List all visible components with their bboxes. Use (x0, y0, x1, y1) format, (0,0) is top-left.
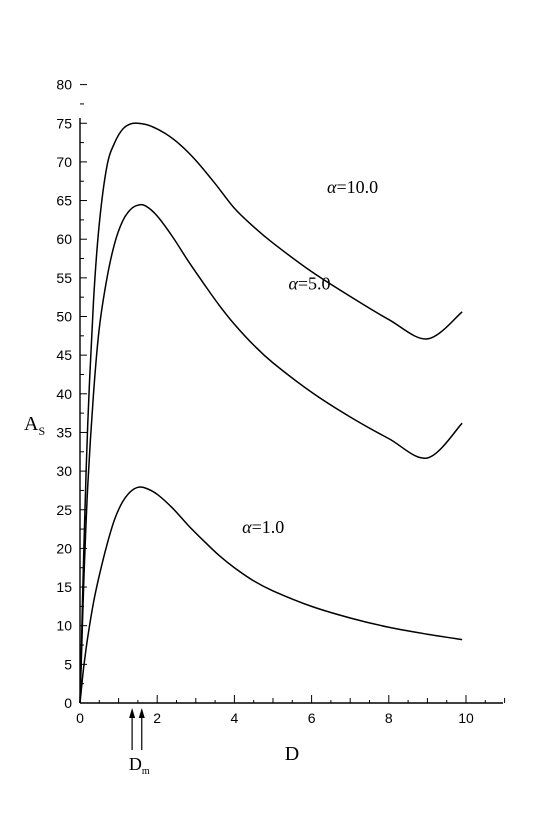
y-tick-label: 65 (56, 193, 72, 209)
x-tick-label: 0 (76, 710, 84, 726)
series-line-0 (79, 122, 463, 704)
y-tick-label: 0 (64, 695, 72, 711)
series-label-0: α=10.0 (327, 177, 378, 197)
x-tick-label: 6 (308, 710, 316, 726)
series-line-2 (79, 486, 463, 704)
y-tick-label: 5 (64, 656, 72, 672)
x-tick-label: 8 (385, 710, 393, 726)
y-tick-label: 35 (56, 424, 72, 440)
y-axis-label-sub: S (38, 424, 45, 438)
x-axis-label: D (285, 743, 299, 765)
y-tick-label: 50 (56, 309, 72, 325)
y-tick-label: 60 (56, 231, 72, 247)
y-tick-label: 75 (56, 115, 72, 131)
series-label-1: α=5.0 (288, 273, 330, 293)
labels-layer: α=10.0 α=5.0 α=1.0 (242, 177, 378, 537)
x-tick-label: 10 (458, 710, 474, 726)
y-tick-label: 80 (56, 77, 72, 93)
dm-arrow-head (129, 708, 136, 718)
y-tick-label: 25 (56, 502, 72, 518)
series-line-1 (79, 203, 463, 704)
axes (79, 118, 503, 704)
dm-arrow-head (138, 708, 145, 718)
series-label-2: α=1.0 (242, 517, 284, 537)
y-axis-label: AS (24, 413, 45, 438)
y-axis-label-main: A (24, 413, 39, 435)
y-tick-label: 15 (56, 579, 72, 595)
x-tick-label: 2 (153, 710, 161, 726)
series-layer (79, 122, 463, 704)
y-tick-label: 55 (56, 270, 72, 286)
y-tick-label: 30 (56, 463, 72, 479)
y-tick-label: 70 (56, 154, 72, 170)
y-tick-label: 45 (56, 347, 72, 363)
dm-label: Dm (129, 754, 150, 777)
y-axis-ticks: 0 5 10 15 20 25 30 35 40 45 50 55 60 65 70 75 80 (56, 77, 87, 711)
dm-annotation: Dm (129, 708, 150, 777)
x-tick-label: 4 (231, 710, 239, 726)
y-tick-label: 20 (56, 540, 72, 556)
x-axis-ticks: 0 2 4 6 8 10 (76, 695, 506, 726)
y-tick-label: 10 (56, 618, 72, 634)
y-tick-label: 40 (56, 386, 72, 402)
